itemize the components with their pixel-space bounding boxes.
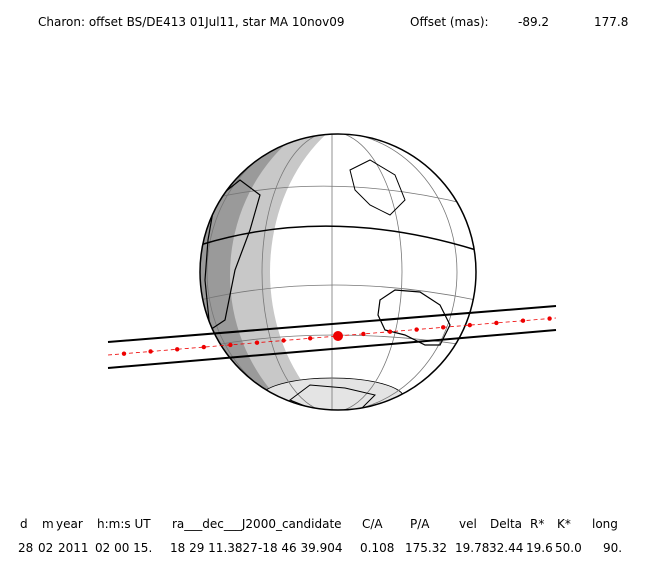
column-header: h:m:s UT xyxy=(97,517,151,531)
shadow-edge xyxy=(107,329,557,369)
column-header: ra___dec___J2000_candidate xyxy=(172,517,342,531)
centerline xyxy=(107,317,557,356)
cell: 0.108 xyxy=(360,541,394,555)
time-dot xyxy=(467,322,472,328)
globe xyxy=(200,134,476,410)
cell: 02 xyxy=(38,541,53,555)
column-header: C/A xyxy=(362,517,383,531)
time-dot xyxy=(520,318,526,323)
event-table: d m year h:m:s UT ra___dec___J2000_candidate… xyxy=(18,517,622,555)
cell: 19.6 xyxy=(526,541,553,555)
cell: 175.32 xyxy=(405,541,447,555)
column-header: long xyxy=(592,517,618,531)
column-header: K* xyxy=(557,517,571,531)
time-dot xyxy=(361,331,366,337)
offset-label: Offset (mas): xyxy=(410,15,489,29)
time-dot xyxy=(308,336,313,341)
cell: 90. xyxy=(603,541,622,555)
time-dot xyxy=(494,320,499,326)
cell: -18 46 39.904 xyxy=(258,541,343,555)
cell: 28 xyxy=(18,541,33,555)
column-header: m xyxy=(42,517,54,531)
column-header: Delta xyxy=(490,517,522,531)
time-dot xyxy=(414,327,419,332)
title: Charon: offset BS/DE413 01Jul11, star MA… xyxy=(38,15,344,29)
time-dot xyxy=(547,316,552,321)
globe-limb xyxy=(199,133,477,411)
time-dot xyxy=(387,329,393,334)
closest-approach xyxy=(333,331,343,341)
cell: 02 00 15. xyxy=(95,541,152,555)
time-dot xyxy=(254,340,260,345)
column-header: R* xyxy=(530,517,544,531)
time-dot xyxy=(175,347,180,352)
cell: 32.44 xyxy=(489,541,523,555)
column-header: d xyxy=(20,517,28,531)
time-dot xyxy=(228,342,233,348)
offset-value: 177.8 xyxy=(594,15,628,29)
cell: 2011 xyxy=(58,541,89,555)
cell: 50.0 xyxy=(555,541,582,555)
time-dot xyxy=(201,344,206,350)
time-dot xyxy=(121,351,127,356)
shadow-edge xyxy=(107,305,557,343)
time-dot xyxy=(148,349,153,354)
cell: 18 29 11.3827 xyxy=(170,541,258,555)
column-header: year xyxy=(56,517,83,531)
column-header: vel xyxy=(459,517,477,531)
offset-value: -89.2 xyxy=(518,15,549,29)
cell: 19.78 xyxy=(455,541,489,555)
column-header: P/A xyxy=(410,517,430,531)
time-dot xyxy=(441,325,446,330)
time-dot xyxy=(281,338,286,343)
